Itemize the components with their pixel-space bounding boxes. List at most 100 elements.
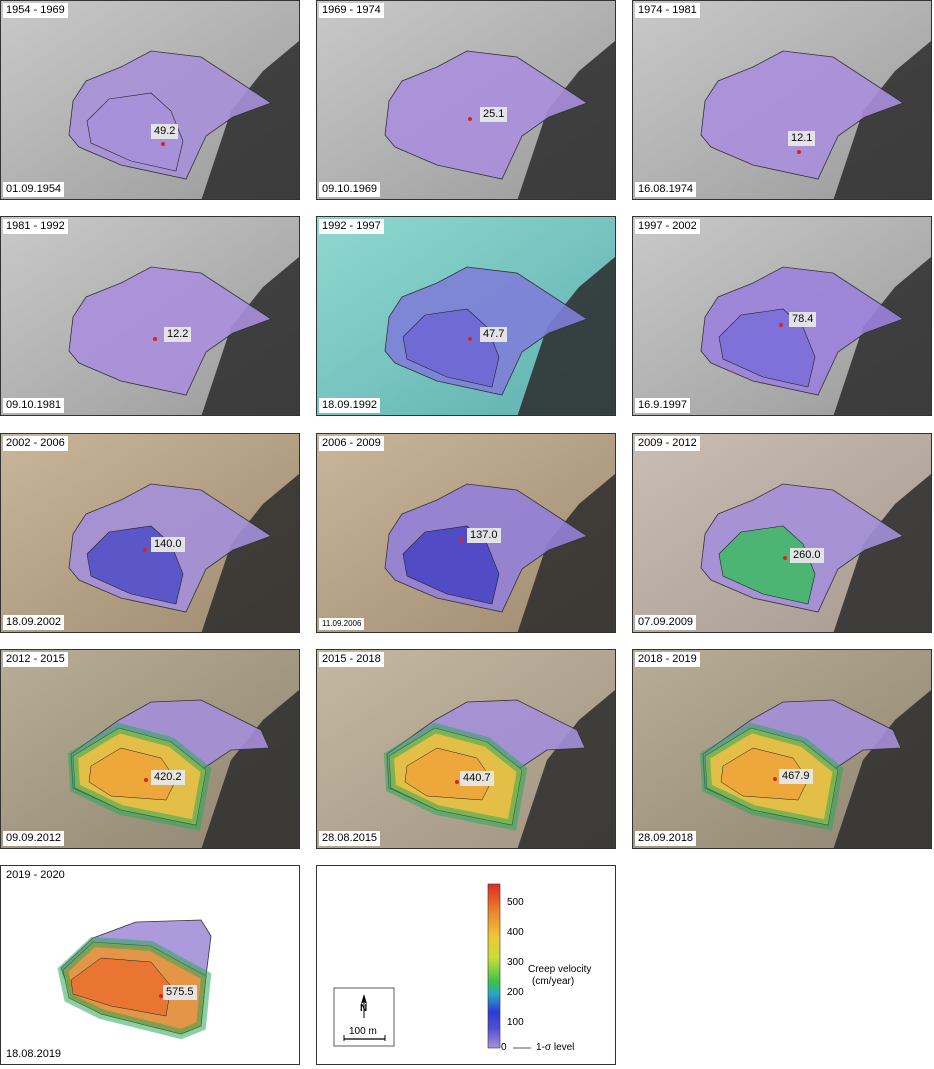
max-velocity-label: 12.1 bbox=[788, 131, 816, 146]
period-label: 1974 - 1981 bbox=[635, 3, 700, 18]
map-panel: 2006 - 2009 11.09.2006 137.0 bbox=[316, 433, 616, 633]
max-velocity-label: 47.7 bbox=[480, 327, 508, 342]
terrain-shadow bbox=[517, 257, 615, 415]
image-date-label: 09.09.2012 bbox=[3, 831, 65, 846]
image-date-label: 18.09.2002 bbox=[3, 615, 65, 630]
period-label: 2012 - 2015 bbox=[3, 652, 68, 667]
max-velocity-label: 440.7 bbox=[460, 771, 494, 786]
colorbar-tick-400: 400 bbox=[507, 927, 524, 938]
velocity-peak-area bbox=[404, 747, 493, 801]
velocity-core-area bbox=[402, 525, 500, 605]
period-label: 2006 - 2009 bbox=[319, 436, 384, 451]
map-panel: 2009 - 2012 07.09.2009 260.0 bbox=[632, 433, 932, 633]
period-label: 2009 - 2012 bbox=[635, 436, 700, 451]
max-velocity-label: 575.5 bbox=[163, 985, 197, 1000]
map-graphics bbox=[1, 1, 299, 199]
map-panel: 1981 - 1992 09.10.1981 12.2 bbox=[0, 216, 300, 416]
image-date-label: 28.09.2018 bbox=[635, 831, 697, 846]
colorbar-tick-200: 200 bbox=[507, 987, 524, 998]
max-velocity-label: 12.2 bbox=[164, 327, 192, 342]
max-velocity-label: 140.0 bbox=[151, 537, 185, 552]
image-date-label: 28.08.2015 bbox=[319, 831, 381, 846]
image-date-label: 16.08.1974 bbox=[635, 182, 697, 197]
image-date-label: 07.09.2009 bbox=[635, 615, 697, 630]
map-graphics bbox=[633, 650, 931, 848]
map-panel: 1974 - 1981 16.08.1974 12.1 bbox=[632, 0, 932, 200]
colorbar-tick-500: 500 bbox=[507, 897, 524, 908]
velocity-peak-area bbox=[88, 747, 177, 801]
map-graphics bbox=[1, 434, 299, 632]
max-velocity-marker bbox=[468, 117, 472, 121]
image-date-label: 09.10.1981 bbox=[3, 398, 65, 413]
map-panel: 1992 - 1997 18.09.1992 47.7 bbox=[316, 216, 616, 416]
max-velocity-marker bbox=[153, 337, 157, 341]
colorbar-tick-100: 100 bbox=[507, 1017, 524, 1028]
period-label: 2018 - 2019 bbox=[635, 652, 700, 667]
max-velocity-label: 467.9 bbox=[779, 769, 813, 784]
terrain-shadow bbox=[201, 257, 299, 415]
velocity-core-area bbox=[402, 308, 500, 388]
map-panel: 2018 - 2019 28.09.2018 467.9 bbox=[632, 649, 932, 849]
terrain-shadow bbox=[833, 41, 931, 199]
scale-label: 100 m bbox=[349, 1026, 377, 1037]
velocity-transition-band bbox=[67, 722, 212, 831]
max-velocity-marker bbox=[159, 994, 163, 998]
colorbar-tick-300: 300 bbox=[507, 957, 524, 968]
max-velocity-marker bbox=[161, 142, 165, 146]
terrain-shadow bbox=[201, 41, 299, 199]
velocity-core-area bbox=[718, 308, 816, 388]
north-label: N bbox=[360, 1003, 368, 1014]
period-label: 1954 - 1969 bbox=[3, 3, 68, 18]
terrain-shadow bbox=[517, 474, 615, 632]
period-label: 1981 - 1992 bbox=[3, 219, 68, 234]
max-velocity-marker bbox=[144, 778, 148, 782]
image-date-label: 16.9.1997 bbox=[635, 398, 690, 413]
terrain-shadow bbox=[833, 690, 931, 848]
map-graphics bbox=[633, 434, 931, 632]
map-panel: 1954 - 1969 01.09.1954 49.2 bbox=[0, 0, 300, 200]
image-date-label: 18.08.2019 bbox=[3, 1047, 65, 1062]
max-velocity-marker bbox=[779, 323, 783, 327]
sigma-label: 1-σ level bbox=[536, 1042, 575, 1053]
terrain-shadow bbox=[833, 257, 931, 415]
max-velocity-marker bbox=[773, 777, 777, 781]
period-label: 1992 - 1997 bbox=[319, 219, 384, 234]
image-date-label: 18.09.1992 bbox=[319, 398, 381, 413]
image-date-label: 09.10.1969 bbox=[319, 182, 381, 197]
terrain-shadow bbox=[833, 474, 931, 632]
max-velocity-label: 420.2 bbox=[151, 770, 185, 785]
image-date-label: 01.09.1954 bbox=[3, 182, 65, 197]
max-velocity-marker bbox=[468, 337, 472, 341]
legend-graphics bbox=[333, 883, 531, 1049]
map-graphics bbox=[633, 1, 931, 199]
max-velocity-label: 137.0 bbox=[467, 528, 501, 543]
velocity-transition-band bbox=[383, 722, 528, 831]
map-graphics bbox=[317, 434, 615, 632]
map-panel: 2012 - 2015 09.09.2012 420.2 bbox=[0, 649, 300, 849]
image-date-label: 11.09.2006 bbox=[319, 618, 365, 630]
colorbar-tick-0: 0 bbox=[501, 1042, 507, 1053]
period-label: 1969 - 1974 bbox=[319, 3, 384, 18]
max-velocity-label: 49.2 bbox=[151, 124, 179, 139]
terrain-shadow bbox=[201, 690, 299, 848]
period-label: 1997 - 2002 bbox=[635, 219, 700, 234]
map-graphics bbox=[317, 650, 615, 848]
map-panel: 1969 - 1974 09.10.1969 25.1 bbox=[316, 0, 616, 200]
period-label: 2019 - 2020 bbox=[3, 868, 68, 883]
max-velocity-label: 25.1 bbox=[480, 107, 508, 122]
max-velocity-marker bbox=[455, 780, 459, 784]
map-panel: 2002 - 2006 18.09.2002 140.0 bbox=[0, 433, 300, 633]
terrain-shadow bbox=[201, 474, 299, 632]
max-velocity-label: 260.0 bbox=[790, 548, 824, 563]
map-graphics bbox=[1, 650, 299, 848]
map-graphics bbox=[1, 866, 299, 1064]
velocity-peak-area bbox=[720, 747, 809, 801]
max-velocity-marker bbox=[460, 538, 464, 542]
legend-title-line1: Creep velocity bbox=[528, 964, 592, 975]
velocity-peak-area bbox=[70, 957, 172, 1017]
max-velocity-marker bbox=[143, 548, 147, 552]
terrain-shadow bbox=[517, 41, 615, 199]
map-graphics bbox=[633, 217, 931, 415]
max-velocity-label: 78.4 bbox=[789, 312, 817, 327]
velocity-transition-band bbox=[699, 722, 844, 831]
